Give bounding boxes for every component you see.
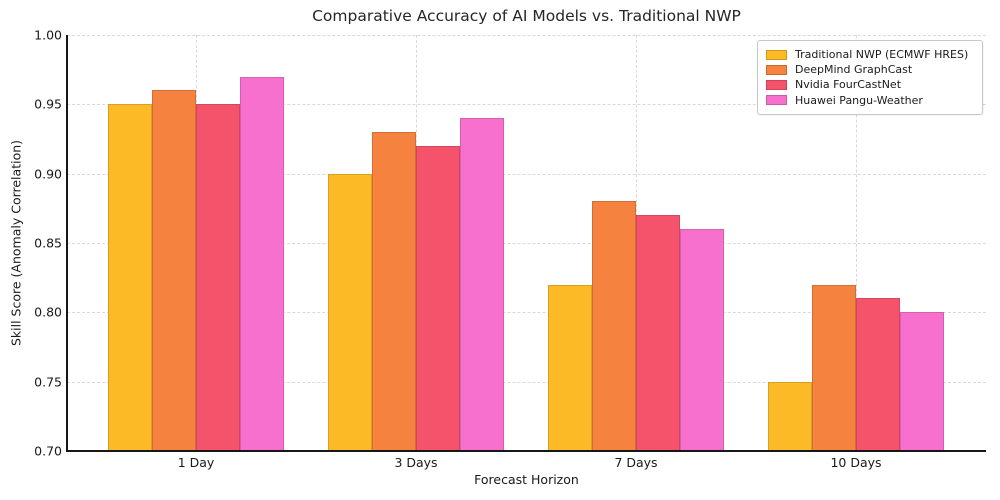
x-tick-label: 1 Day xyxy=(177,455,215,470)
y-tick-label: 0.90 xyxy=(34,166,62,182)
legend-label: DeepMind GraphCast xyxy=(795,63,913,77)
gridline-horizontal xyxy=(67,381,986,383)
y-axis-line xyxy=(66,35,68,451)
legend-items: Traditional NWP (ECMWF HRES) DeepMind Gra… xyxy=(766,47,974,108)
bar-nvidia-fourcastnet-10-days xyxy=(856,298,900,451)
bar-huawei-pangu-weather-7-days xyxy=(680,229,724,451)
legend-item: DeepMind GraphCast xyxy=(766,62,974,77)
gridline-horizontal xyxy=(67,173,986,175)
legend-label: Huawei Pangu-Weather xyxy=(795,93,923,107)
y-tick-label: 0.75 xyxy=(34,374,62,390)
bar-traditional-nwp-ecmwf-hres-1-day xyxy=(108,104,152,451)
bar-huawei-pangu-weather-1-day xyxy=(240,76,284,451)
x-axis-label: Forecast Horizon xyxy=(474,472,579,487)
bar-huawei-pangu-weather-3-days xyxy=(460,118,504,451)
plot-area xyxy=(66,35,986,452)
bar-nvidia-fourcastnet-3-days xyxy=(416,145,460,451)
bar-deepmind-graphcast-1-day xyxy=(152,90,196,451)
y-tick-label: 0.70 xyxy=(34,443,62,459)
legend-swatch xyxy=(766,64,787,75)
legend-label: Traditional NWP (ECMWF HRES) xyxy=(795,48,969,62)
x-tick-label: 3 Days xyxy=(394,455,438,470)
bar-huawei-pangu-weather-10-days xyxy=(900,312,944,451)
y-tick-label: 0.85 xyxy=(34,235,62,251)
gridline-horizontal xyxy=(67,104,986,106)
chart-title: Comparative Accuracy of AI Models vs. Tr… xyxy=(312,7,741,25)
x-tick-label: 10 Days xyxy=(830,455,882,470)
gridline-vertical xyxy=(856,35,857,451)
gridline-horizontal xyxy=(67,312,986,314)
bar-deepmind-graphcast-10-days xyxy=(812,284,856,451)
bar-traditional-nwp-ecmwf-hres-3-days xyxy=(328,173,372,451)
bar-nvidia-fourcastnet-7-days xyxy=(636,215,680,451)
bar-deepmind-graphcast-7-days xyxy=(592,201,636,451)
x-tick-label: 7 Days xyxy=(614,455,658,470)
legend-swatch xyxy=(766,49,787,60)
legend-item: Traditional NWP (ECMWF HRES) xyxy=(766,47,974,62)
legend: Traditional NWP (ECMWF HRES) DeepMind Gra… xyxy=(757,40,983,115)
bar-deepmind-graphcast-3-days xyxy=(372,132,416,451)
y-tick-label: 0.80 xyxy=(34,304,62,320)
bar-nvidia-fourcastnet-1-day xyxy=(196,104,240,451)
y-tick-label: 1.00 xyxy=(34,27,62,43)
gridline-horizontal xyxy=(67,243,986,244)
legend-label: Nvidia FourCastNet xyxy=(795,78,902,92)
legend-swatch xyxy=(766,95,787,106)
bar-traditional-nwp-ecmwf-hres-10-days xyxy=(768,381,812,451)
legend-swatch xyxy=(766,79,787,90)
bar-traditional-nwp-ecmwf-hres-7-days xyxy=(548,284,592,451)
gridline-horizontal xyxy=(67,35,986,36)
y-tick-label: 0.95 xyxy=(34,96,62,112)
legend-item: Nvidia FourCastNet xyxy=(766,77,974,92)
legend-item: Huawei Pangu-Weather xyxy=(766,93,974,108)
x-axis-line xyxy=(66,450,986,452)
